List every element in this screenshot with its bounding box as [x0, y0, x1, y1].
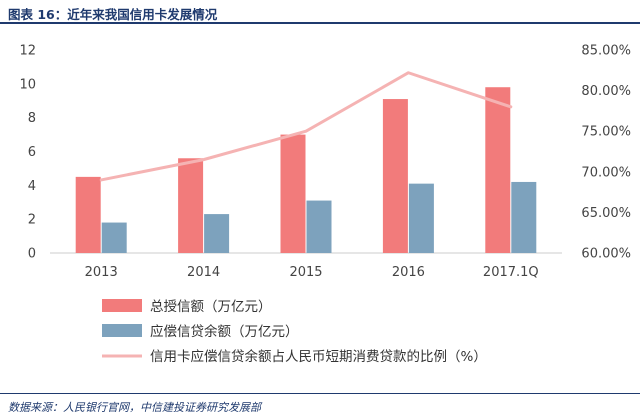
- bars: [75, 87, 537, 253]
- bar-total-credit: [178, 158, 204, 253]
- x-tick-label: 2017.1Q: [483, 265, 539, 280]
- bar-total-credit: [485, 87, 511, 253]
- y-right-tick-label: 80.00%: [581, 84, 631, 99]
- y-axis-right: 60.00% 65.00% 70.00% 75.00% 80.00% 85.00%: [581, 44, 631, 262]
- legend-item-total-credit: 总授信额（万亿元）: [102, 299, 272, 315]
- y-left-tick-label: 0: [28, 247, 36, 262]
- y-left-tick-label: 12: [19, 44, 36, 59]
- y-right-tick-label: 60.00%: [581, 247, 631, 262]
- y-left-tick-label: 6: [28, 145, 36, 160]
- x-tick-label: 2014: [187, 265, 220, 280]
- y-right-tick-label: 75.00%: [581, 125, 631, 140]
- y-left-tick-label: 2: [28, 213, 36, 228]
- bar-total-credit: [382, 99, 408, 253]
- bar-outstanding-balance: [511, 181, 537, 253]
- combo-chart: 0 2 4 6 8 10 12 60.00% 65.00% 70.00% 75.00% 80.00%…: [19, 44, 631, 366]
- y-axis-left: 0 2 4 6 8 10 12: [19, 44, 36, 262]
- legend-label: 应偿信贷余额（万亿元）: [150, 323, 299, 340]
- x-tick-label: 2015: [289, 265, 322, 280]
- legend-item-outstanding-balance: 应偿信贷余额（万亿元）: [102, 323, 299, 340]
- x-tick-label: 2013: [85, 265, 118, 280]
- bar-outstanding-balance: [204, 214, 230, 253]
- x-axis-labels: 2013 2014 2015 2016 2017.1Q: [85, 265, 539, 280]
- chart-title: 图表 16：近年来我国信用卡发展情况: [8, 7, 218, 22]
- legend-label: 信用卡应偿信贷余额占人民币短期消费贷款的比例（%）: [150, 348, 487, 365]
- legend-swatch: [102, 299, 142, 312]
- bar-total-credit: [280, 134, 306, 253]
- legend-label: 总授信额（万亿元）: [150, 299, 272, 315]
- bar-outstanding-balance: [306, 200, 332, 253]
- bar-outstanding-balance: [101, 222, 127, 253]
- source-note: 数据来源：人民银行官网，中信建投证券研究发展部: [8, 401, 261, 414]
- title-divider: [0, 22, 640, 24]
- legend-swatch: [102, 324, 142, 337]
- y-left-tick-label: 10: [19, 77, 36, 92]
- y-left-tick-label: 8: [28, 111, 36, 126]
- legend: 总授信额（万亿元） 应偿信贷余额（万亿元） 信用卡应偿信贷余额占人民币短期消费贷款的…: [102, 299, 487, 365]
- y-right-tick-label: 65.00%: [581, 206, 631, 221]
- x-tick-label: 2016: [392, 265, 425, 280]
- bar-outstanding-balance: [408, 183, 434, 253]
- y-right-tick-label: 85.00%: [581, 44, 631, 59]
- y-right-tick-label: 70.00%: [581, 165, 631, 180]
- legend-item-ratio: 信用卡应偿信贷余额占人民币短期消费贷款的比例（%）: [102, 348, 487, 365]
- ratio-line: [99, 71, 513, 182]
- footer-divider: [0, 393, 640, 394]
- bar-total-credit: [75, 176, 101, 253]
- ratio-line-path: [99, 71, 513, 182]
- y-left-tick-label: 4: [28, 179, 36, 194]
